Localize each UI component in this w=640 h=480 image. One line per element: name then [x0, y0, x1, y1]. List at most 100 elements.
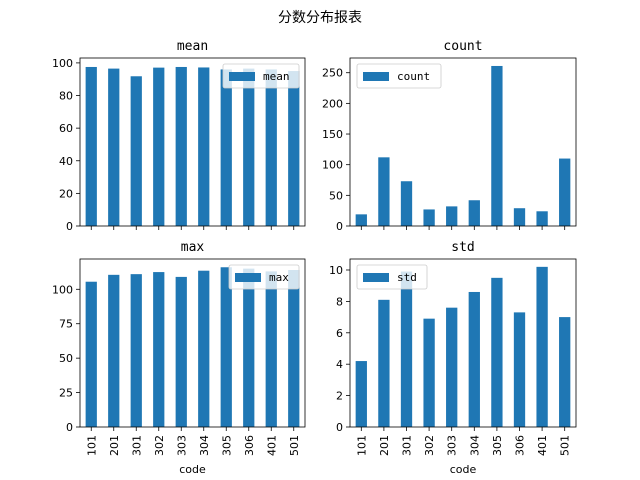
- subplot-title: std: [451, 240, 474, 255]
- bar-101: [355, 214, 367, 226]
- bar-304: [198, 270, 210, 427]
- bar-304: [198, 67, 210, 226]
- x-tick-label: 305: [491, 435, 504, 456]
- legend-swatch: [235, 273, 261, 282]
- y-tick-label: 0: [66, 421, 73, 434]
- y-tick-label: 8: [336, 295, 343, 308]
- axes-frame: [79, 258, 306, 428]
- legend-box: [228, 264, 300, 290]
- y-tick-label: 200: [322, 97, 343, 110]
- y-tick-label: 100: [52, 57, 73, 70]
- bar-501: [559, 317, 571, 427]
- bar-303: [175, 66, 187, 226]
- bar-101: [355, 361, 367, 427]
- x-tick-label: 401: [536, 435, 549, 456]
- y-tick-label: 50: [329, 189, 343, 202]
- x-axis-label: code: [179, 463, 206, 476]
- y-tick-label: 10: [329, 264, 343, 277]
- axes-frame: [349, 57, 577, 227]
- y-tick-label: 100: [52, 283, 73, 296]
- bar-303: [446, 307, 458, 427]
- bar-201: [108, 68, 120, 226]
- x-tick-label: 306: [514, 435, 527, 456]
- y-tick-label: 100: [322, 159, 343, 172]
- legend-label: count: [397, 70, 430, 83]
- bar-401: [265, 271, 277, 427]
- bar-501: [288, 71, 300, 226]
- bar-301: [400, 181, 413, 226]
- bar-201: [108, 274, 120, 427]
- x-tick-label: 101: [85, 435, 98, 456]
- bar-306: [243, 268, 255, 427]
- y-tick-label: 4: [336, 358, 343, 371]
- bar-501: [288, 270, 300, 427]
- bar-302: [423, 318, 435, 427]
- x-tick-label: 201: [108, 435, 121, 456]
- x-tick-label: 401: [265, 435, 278, 456]
- bar-305: [220, 267, 232, 427]
- y-tick-label: 0: [336, 220, 343, 233]
- bar-303: [446, 206, 458, 226]
- subplot-grid: mean020406080100meancount050100150200250…: [52, 39, 577, 476]
- bar-201: [378, 299, 390, 427]
- y-tick-label: 20: [59, 187, 73, 200]
- subplot-count: count 0 50 100 150 200 250 count: [322, 39, 577, 233]
- subplot-mean: mean 0 20 40 60 80 100 mean: [52, 39, 306, 233]
- x-tick-label: 101: [355, 435, 368, 456]
- legend-label: max: [269, 271, 289, 284]
- subplot-title: max: [181, 240, 205, 255]
- bar-306: [513, 312, 526, 427]
- bar-201: [378, 157, 390, 226]
- bar-301: [130, 274, 142, 427]
- bar-304: [468, 200, 480, 226]
- y-tick-label: 40: [59, 155, 73, 168]
- y-tick-label: 50: [59, 352, 73, 365]
- y-tick-label: 80: [59, 90, 73, 103]
- legend: mean: [222, 63, 300, 89]
- legend-box: [356, 63, 442, 89]
- x-axis-label: code: [450, 463, 477, 476]
- axes-frame: [79, 57, 306, 227]
- bar-305: [491, 65, 503, 227]
- axes-frame: [349, 258, 577, 428]
- subplot-max: max 0 25 50 75 100 101 201 301 302 303 304 305 306 401…: [52, 240, 306, 476]
- y-tick-label: 250: [322, 67, 343, 80]
- bar-304: [468, 291, 480, 427]
- subplot-title: mean: [177, 39, 208, 54]
- subplot-std: std 0 2 4 6 8 10 101 201 301 302 303 304 305 306 401 501…: [329, 240, 577, 476]
- bar-301: [130, 76, 142, 226]
- x-tick-label: 304: [468, 435, 481, 456]
- bar-401: [265, 69, 277, 226]
- bar-303: [175, 276, 187, 427]
- legend-box: [222, 63, 300, 89]
- x-tick-label: 306: [243, 435, 256, 456]
- y-tick-label: 150: [322, 128, 343, 141]
- subplot-title: count: [443, 39, 482, 54]
- bar-101: [85, 66, 97, 226]
- x-tick-label: 501: [288, 435, 301, 456]
- bar-401: [536, 211, 548, 226]
- x-tick-label: 303: [446, 435, 459, 456]
- bar-306: [243, 68, 255, 226]
- x-tick-label: 303: [175, 435, 188, 456]
- y-tick-label: 75: [59, 318, 73, 331]
- legend: max: [228, 264, 300, 290]
- bar-305: [491, 277, 503, 427]
- y-tick-label: 2: [336, 390, 343, 403]
- legend: std: [356, 264, 428, 290]
- y-tick-label: 0: [336, 421, 343, 434]
- legend: count: [356, 63, 442, 89]
- bar-302: [423, 209, 435, 226]
- bar-101: [85, 281, 97, 427]
- y-tick-label: 0: [66, 220, 73, 233]
- x-tick-label: 302: [153, 435, 166, 456]
- x-tick-label: 304: [198, 435, 211, 456]
- bar-301: [400, 271, 413, 427]
- legend-label: std: [397, 271, 417, 284]
- legend-swatch: [229, 72, 255, 81]
- bar-302: [153, 67, 165, 227]
- x-tick-label: 501: [559, 435, 572, 456]
- bar-302: [153, 272, 165, 427]
- y-tick-label: 25: [59, 387, 73, 400]
